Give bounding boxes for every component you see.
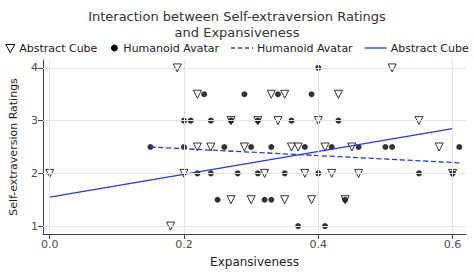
- svg-text:3: 3: [31, 114, 38, 127]
- svg-text:2: 2: [31, 167, 38, 180]
- svg-text:0.6: 0.6: [444, 238, 462, 251]
- svg-text:Abstract Cube: Abstract Cube: [19, 42, 97, 55]
- svg-text:Interaction between Self-extra: Interaction between Self-extraversion Ra…: [88, 9, 386, 24]
- svg-text:Abstract Cube: Abstract Cube: [391, 42, 469, 55]
- svg-text:Humanoid Avatar: Humanoid Avatar: [257, 42, 353, 55]
- svg-text:0.2: 0.2: [175, 238, 193, 251]
- svg-text:4: 4: [31, 61, 38, 74]
- svg-text:1: 1: [31, 220, 38, 233]
- svg-text:and Expansiveness: and Expansiveness: [175, 25, 300, 40]
- svg-text:0.4: 0.4: [310, 238, 328, 251]
- svg-text:Self-extraversion Ratings: Self-extraversion Ratings: [7, 78, 20, 216]
- svg-text:Humanoid Avatar: Humanoid Avatar: [123, 42, 219, 55]
- svg-text:Expansiveness: Expansiveness: [210, 255, 299, 269]
- svg-text:0.0: 0.0: [41, 238, 59, 251]
